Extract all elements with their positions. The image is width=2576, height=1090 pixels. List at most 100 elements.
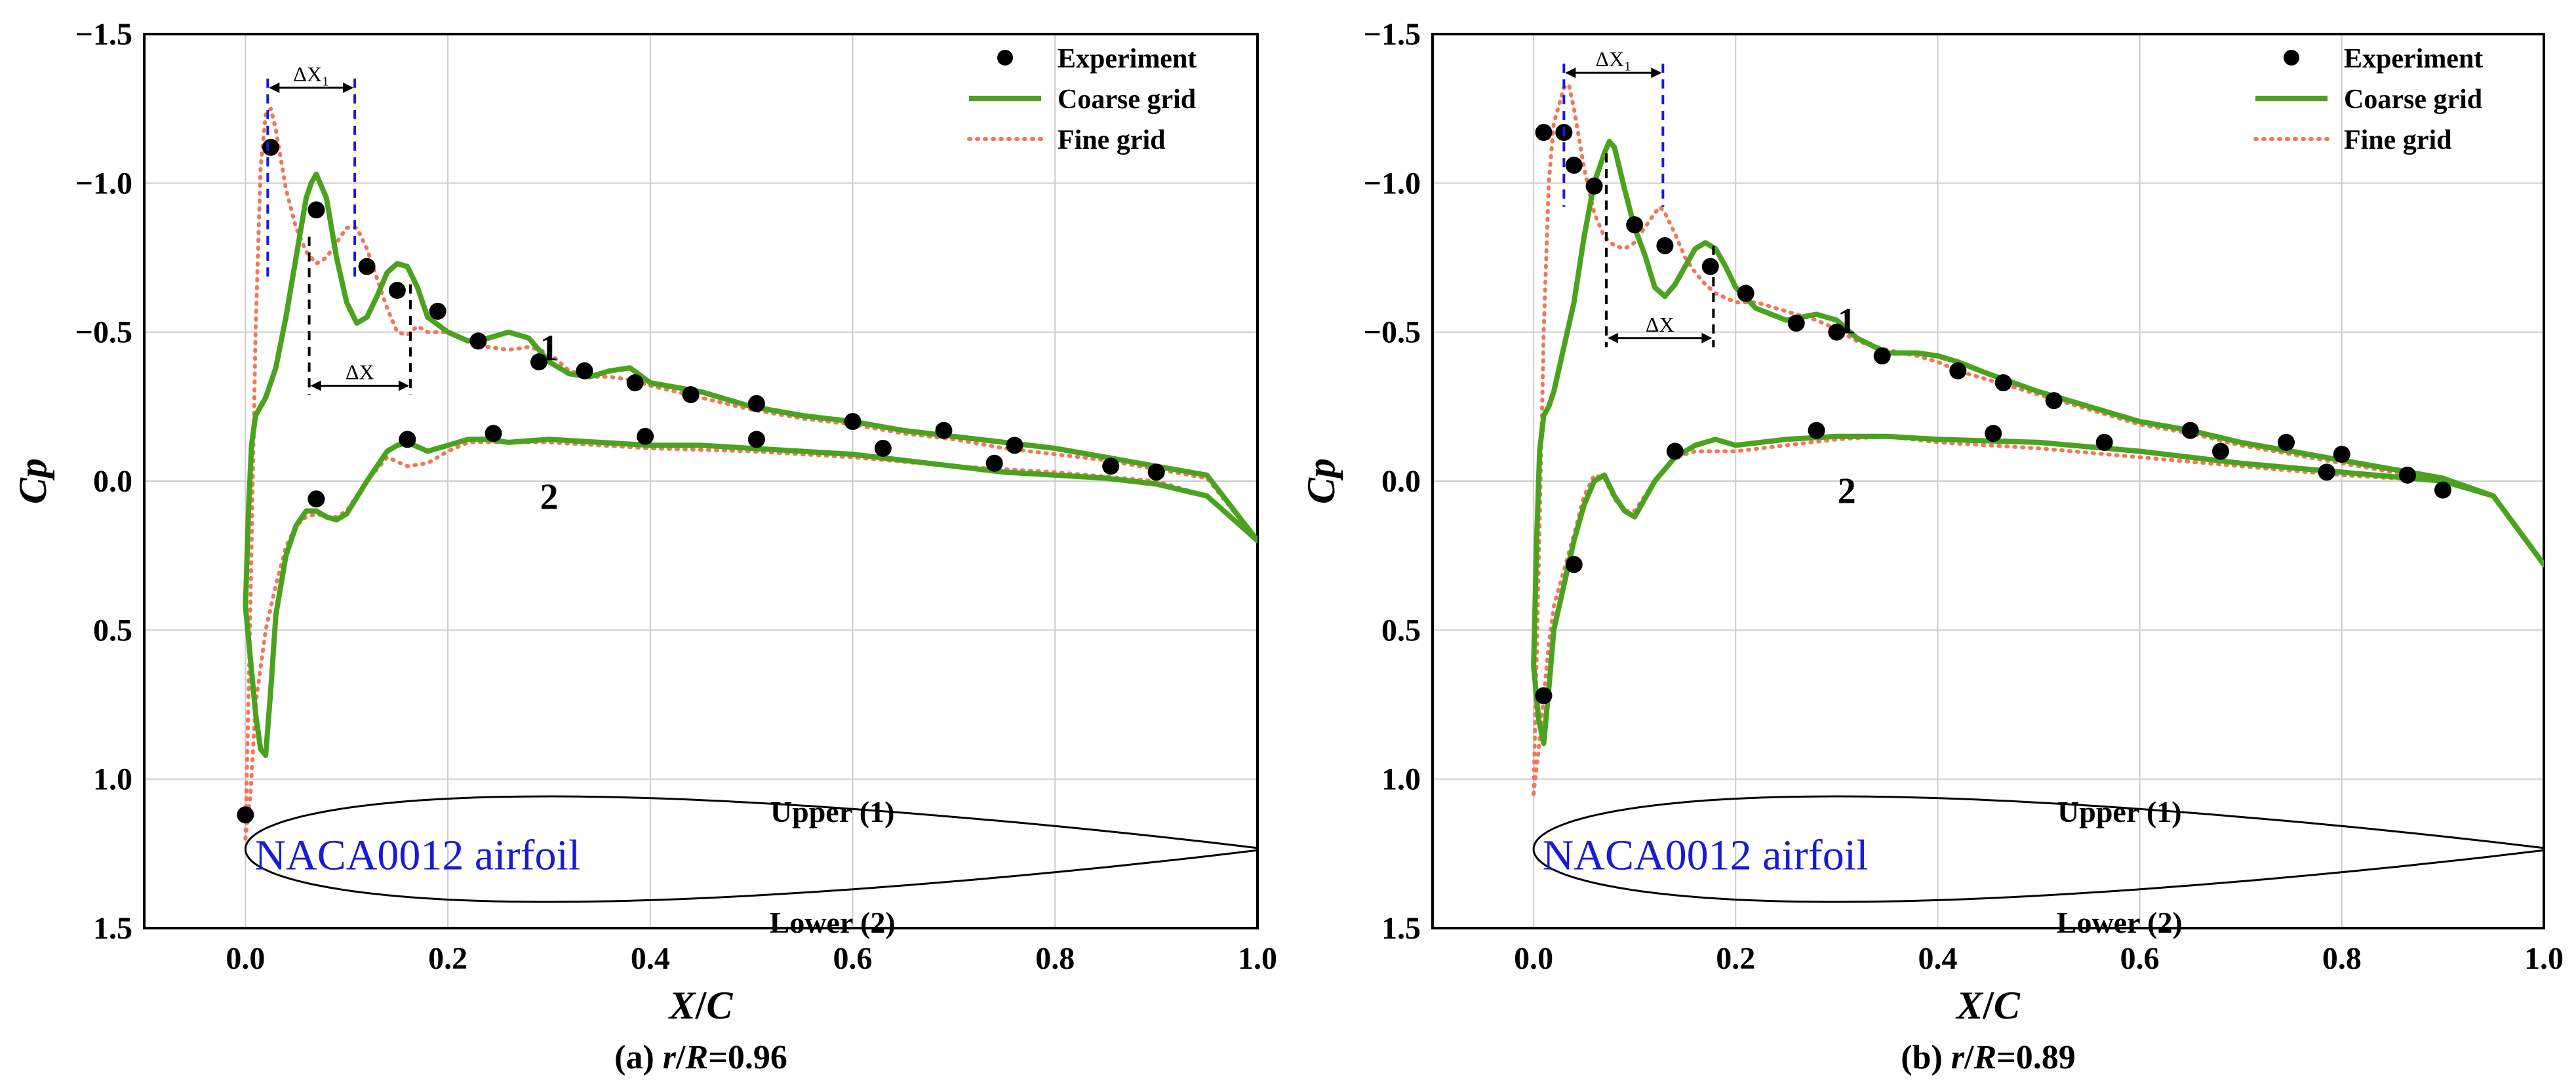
legend-marker-experiment: [2284, 50, 2299, 66]
y-tick-label: 1.5: [1381, 911, 1421, 946]
experiment-point: [1626, 216, 1644, 233]
experiment-point: [2278, 433, 2295, 451]
y-tick-label: 1.0: [93, 762, 132, 797]
y-tick-label: 0.5: [93, 613, 132, 648]
delta-arrow-right: [1651, 68, 1662, 79]
y-axis-title: Cp: [11, 458, 54, 504]
delta-arrow-right: [398, 380, 409, 391]
experiment-point: [1102, 457, 1120, 475]
panel-caption-part: (a): [614, 1039, 663, 1076]
x-tick-label: 0.8: [2322, 941, 2362, 976]
experiment-point: [1985, 425, 2002, 442]
y-tick-label: −1.0: [1364, 166, 1421, 201]
experiment-point: [844, 413, 862, 431]
experiment-point: [307, 490, 325, 508]
experiment-point: [429, 302, 446, 320]
fine-grid-line: [1532, 434, 2544, 796]
experiment-point: [1737, 284, 1754, 302]
panel-caption-part: R: [685, 1039, 709, 1076]
series-group: [1531, 83, 2544, 796]
x-tick-label: 0.2: [428, 941, 467, 976]
experiment-point: [358, 258, 376, 275]
experiment-point: [530, 353, 548, 371]
experiment-point: [1565, 157, 1583, 174]
plot-frame: [1431, 33, 2545, 929]
experiment-point: [399, 431, 416, 448]
panel-caption-part: (b): [1901, 1039, 1951, 1076]
delta-arrow-left: [269, 82, 280, 93]
experiment-point: [2318, 463, 2335, 481]
x-axis-title: X/C: [668, 984, 734, 1027]
delta-label: ΔX₁: [293, 62, 329, 86]
curve-number-label: 1: [540, 328, 558, 368]
panel-caption: (b) r/R=0.89: [1901, 1039, 2076, 1076]
experiment-point: [1994, 374, 2012, 391]
panel-caption-part: r: [663, 1039, 677, 1076]
experiment-point: [1666, 442, 1684, 460]
delta-arrow-right: [343, 82, 354, 93]
curve-number-label: 2: [540, 477, 558, 518]
airfoil-shape: [244, 795, 1258, 903]
x-axis-title: X/C: [1955, 984, 2021, 1027]
experiment-point: [469, 332, 487, 350]
lower-surface-label: Lower (2): [770, 906, 896, 939]
x-tick-label: 1.0: [2524, 941, 2564, 976]
x-tick-label: 1.0: [1238, 941, 1277, 976]
coarse-grid-line: [243, 437, 1258, 758]
experiment-point: [2211, 442, 2229, 460]
legend-marker-experiment: [997, 50, 1013, 66]
delta-arrow-left: [310, 380, 321, 391]
airfoil-shape: [1532, 795, 2544, 903]
legend-label: Experiment: [2344, 44, 2483, 74]
chart-panel-a: 0.0 0.2 0.4 0.6 0.8 1.0 −1.5 −1.0 −0.5 0.0 0.5 1.0 1…: [11, 17, 1277, 1076]
airfoil-name-label: NACA0012 airfoil: [254, 831, 580, 879]
y-tick-label: 1.5: [93, 911, 132, 946]
x-tick-label: 0.8: [1035, 941, 1075, 976]
delta-label: ΔX: [346, 360, 374, 384]
legend-label: Coarse grid: [1058, 85, 1196, 115]
experiment-point: [1701, 258, 1719, 275]
upper-surface-label: Upper (1): [770, 795, 895, 828]
airfoil-outline: [244, 795, 1258, 903]
panel-caption-part: =0.96: [708, 1039, 787, 1076]
experiment-point: [1535, 687, 1553, 705]
x-axis-title-part: C: [706, 984, 733, 1027]
delta-arrow-left: [1565, 68, 1576, 79]
x-axis-title-part: /: [695, 984, 707, 1027]
x-tick-label: 0.4: [1918, 941, 1957, 976]
experiment-point: [682, 386, 700, 404]
experiment-point: [2181, 421, 2199, 439]
panel-caption: (a) r/R=0.96: [614, 1039, 787, 1076]
x-axis-title-part: /: [1982, 984, 1994, 1027]
x-tick-label: 0.0: [1514, 941, 1553, 976]
experiment-point: [1565, 556, 1583, 574]
x-tick-label: 0.4: [631, 941, 670, 976]
experiment-point: [985, 454, 1003, 472]
delta-x-annotation: ΔX: [307, 237, 412, 395]
x-axis-title-part: X: [668, 984, 697, 1027]
plot-frame: [143, 33, 1259, 929]
y-tick-label: −1.5: [1364, 17, 1421, 52]
airfoil-outline: [1532, 795, 2544, 903]
experiment-point: [237, 806, 254, 824]
x-tick-label: 0.0: [226, 941, 265, 976]
chart-panel-b: 0.0 0.2 0.4 0.6 0.8 1.0 −1.5 −1.0 −0.5 0.0 0.5 1.0 1…: [1299, 17, 2564, 1076]
curve-number-label: 1: [1838, 301, 1856, 341]
y-tick-label: −0.5: [1364, 315, 1421, 350]
coarse-grid-line: [1531, 433, 2544, 747]
experiment-point: [2333, 446, 2350, 463]
panel-caption-part: /: [1964, 1039, 1974, 1076]
experiment-point: [1949, 362, 1967, 380]
delta-x1-annotation: ΔX₁: [266, 62, 357, 279]
curve-number-label: 2: [1838, 471, 1856, 512]
legend-label: Experiment: [1058, 44, 1197, 74]
y-tick-label: −1.0: [75, 166, 132, 201]
x-axis-title-part: X: [1955, 984, 1984, 1027]
airfoil-name-label: NACA0012 airfoil: [1543, 831, 1869, 879]
panel-caption-part: r: [1951, 1039, 1965, 1076]
experiment-point: [2045, 392, 2063, 410]
experiment-point: [1828, 323, 1846, 341]
y-tick-label: 0.0: [1381, 464, 1421, 499]
legend-label: Fine grid: [1058, 125, 1166, 155]
